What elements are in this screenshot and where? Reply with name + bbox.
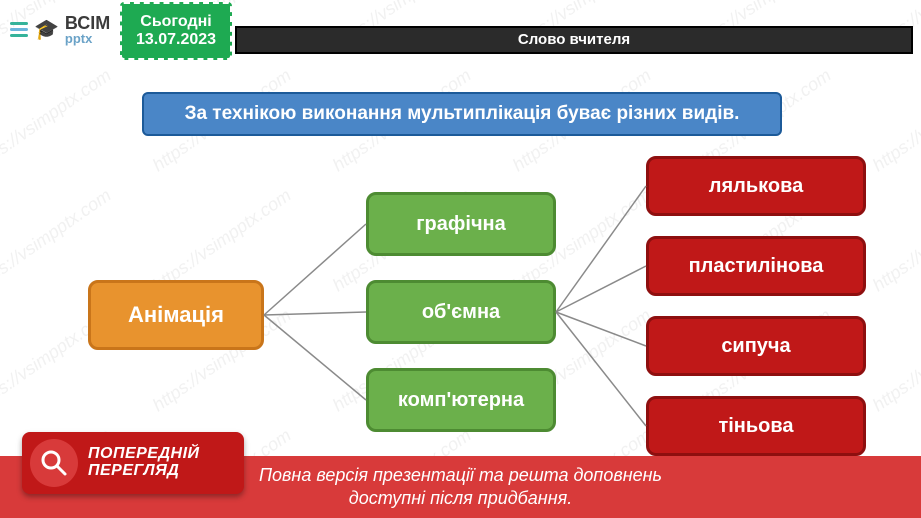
diagram-edges bbox=[0, 150, 921, 480]
date-value: 13.07.2023 bbox=[122, 31, 230, 49]
logo-sub: pptx bbox=[65, 32, 110, 45]
preview-label: ПОПЕРЕДНІЙ ПЕРЕГЛЯД bbox=[88, 446, 200, 480]
preview-badge: ПОПЕРЕДНІЙ ПЕРЕГЛЯД bbox=[22, 432, 244, 494]
date-badge: Сьогодні 13.07.2023 bbox=[120, 2, 232, 60]
subtitle-banner: За технікою виконання мультиплікація був… bbox=[142, 92, 782, 136]
magnifier-circle bbox=[30, 439, 78, 487]
subtitle-text: За технікою виконання мультиплікація був… bbox=[185, 103, 740, 125]
header: 🎓 ВСІМ pptx Сьогодні 13.07.2023 Слово вч… bbox=[0, 0, 921, 64]
graduation-cap-icon: 🎓 bbox=[34, 17, 59, 42]
preview-line2: ПЕРЕГЛЯД bbox=[88, 463, 200, 480]
logo: 🎓 ВСІМ pptx bbox=[10, 14, 110, 45]
date-label: Сьогодні bbox=[122, 13, 230, 31]
footer-line1: Повна версія презентації та решта доповн… bbox=[259, 465, 662, 485]
animation-types-diagram: Анімаціяграфічнаоб'ємнакомп'ютерналялько… bbox=[0, 150, 921, 480]
footer-line2: доступні після придбання. bbox=[349, 488, 572, 508]
logo-main: ВСІМ bbox=[65, 14, 110, 32]
logo-text: ВСІМ pptx bbox=[65, 14, 110, 45]
slide-title-text: Слово вчителя bbox=[518, 31, 630, 48]
magnifier-icon bbox=[39, 448, 69, 478]
preview-line1: ПОПЕРЕДНІЙ bbox=[88, 446, 200, 463]
logo-accent-lines bbox=[10, 22, 28, 37]
footer-text: Повна версія презентації та решта доповн… bbox=[259, 464, 662, 511]
slide-title-bar: Слово вчителя bbox=[235, 26, 913, 54]
